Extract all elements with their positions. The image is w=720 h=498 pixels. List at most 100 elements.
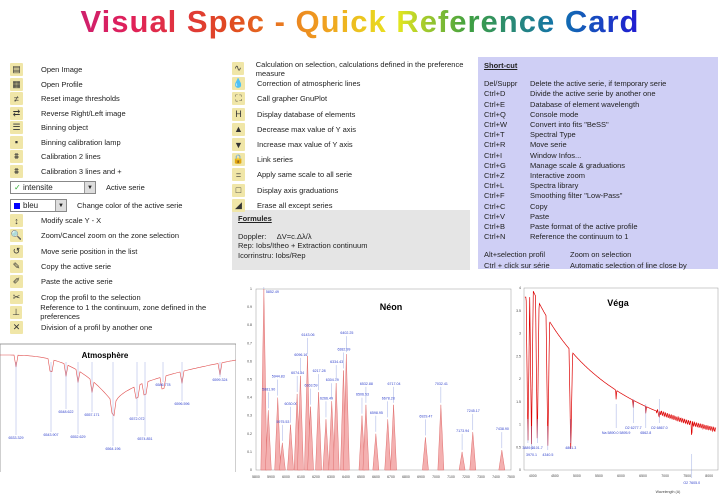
active-serie-select[interactable]: ✓ intensite ▼ bbox=[10, 181, 96, 194]
spectral-peak bbox=[390, 404, 397, 471]
plot-frame bbox=[523, 287, 719, 471]
x-tick-label: 7300 bbox=[477, 475, 485, 479]
tool-item[interactable]: ≠ Reset image thresholds bbox=[10, 91, 235, 106]
shortcut-row: Ctrl+Z Interactive zoom bbox=[484, 171, 712, 181]
same-scale-icon[interactable]: = bbox=[232, 168, 245, 182]
tool-item[interactable]: ▼ Increase max value of Y axis bbox=[232, 137, 472, 152]
tool-label: Apply same scale to all serie bbox=[257, 170, 353, 180]
line-label: 3970.1 bbox=[526, 453, 537, 457]
serie-color-select[interactable]: bleu ▼ bbox=[10, 199, 67, 212]
open-profile-icon[interactable]: ▦ bbox=[10, 77, 23, 91]
tool-item[interactable]: ◢ Erase all except series bbox=[232, 198, 472, 213]
binning-object-icon[interactable]: ☰ bbox=[10, 121, 23, 134]
tool-label: Binning calibration lamp bbox=[41, 137, 121, 147]
peak-label: 6074.34 bbox=[291, 371, 304, 375]
tool-item[interactable]: = Apply same scale to all serie bbox=[232, 167, 472, 182]
calibration-2-icon[interactable]: ⩩ bbox=[10, 150, 23, 163]
shortcut-desc: Automatic selection of line close by bbox=[570, 260, 687, 270]
decrease-y-icon[interactable]: ▲ bbox=[232, 122, 245, 136]
shortcut-key: Ctrl+G bbox=[484, 160, 506, 170]
tool-item[interactable]: ▦ Open Profile bbox=[10, 77, 235, 92]
tool-item[interactable]: ↕ Modify scale Y - X bbox=[10, 213, 235, 228]
shortcut-desc: Console mode bbox=[530, 109, 579, 119]
tool-item[interactable]: ⩩ Calibration 3 lines and + bbox=[10, 164, 235, 179]
tool-item[interactable]: ↺ Move serie position in the list bbox=[10, 244, 235, 259]
tool-item[interactable]: ✂ Crop the profil to the selection bbox=[10, 290, 235, 305]
page-title: Visual Spec - Quick Reference Card bbox=[0, 4, 720, 40]
atmosphere-chart: 6533.329 6543.907 6548.622 6552.629 6557.171… bbox=[0, 343, 236, 472]
scale-icon[interactable]: ↕ bbox=[10, 214, 23, 227]
tool-label: Display axis graduations bbox=[257, 185, 339, 195]
tool-item[interactable]: ☰ Binning object bbox=[10, 120, 235, 135]
continuum-icon[interactable]: ⊥ bbox=[10, 305, 23, 319]
spectral-peak bbox=[469, 431, 477, 471]
increase-y-icon[interactable]: ▼ bbox=[232, 138, 245, 151]
link-icon[interactable]: 🔒 bbox=[232, 153, 245, 167]
tool-item[interactable]: ⇄ Reverse Right/Left image bbox=[10, 106, 235, 121]
gnuplot-icon[interactable]: ⛶ bbox=[232, 92, 245, 106]
paste-serie-icon[interactable]: ✐ bbox=[10, 275, 23, 289]
x-tick-label: 7400 bbox=[492, 475, 500, 479]
active-serie-row: ✓ intensite ▼ Active serie bbox=[10, 180, 145, 195]
x-tick-label: 7100 bbox=[447, 475, 455, 479]
divide-icon[interactable]: ✕ bbox=[10, 321, 23, 335]
shortcut-row: Ctrl+N Reference the continuum to 1 bbox=[484, 232, 712, 242]
shortcut-key: Ctrl+V bbox=[484, 211, 506, 221]
x-tick-label: 6600 bbox=[372, 475, 380, 479]
tool-label: Crop the profil to the selection bbox=[41, 292, 141, 302]
tool-item[interactable]: ▲ Decrease max value of Y axis bbox=[232, 122, 472, 137]
database-icon[interactable]: H bbox=[232, 107, 245, 121]
serie-color-row: bleu ▼ Change color of the active serie bbox=[10, 198, 182, 213]
line-label: 6586.778 bbox=[156, 383, 171, 387]
x-tick-label: 8000 bbox=[705, 474, 713, 478]
shortcut-desc: Interactive zoom bbox=[530, 171, 586, 181]
tool-item[interactable]: H Display database of elements bbox=[232, 107, 472, 122]
peak-label: 6402.25 bbox=[340, 331, 353, 335]
x-axis-label: Wavelength (A) bbox=[656, 490, 681, 494]
tool-label: Correction of atmospheric lines bbox=[257, 79, 361, 89]
tool-item[interactable]: ⩩ Calibration 2 lines bbox=[10, 149, 235, 164]
peak-label: 6030.00 bbox=[285, 402, 298, 406]
zoom-icon[interactable]: 🔍 bbox=[10, 229, 23, 243]
calibration-3-icon[interactable]: ⩩ bbox=[10, 164, 23, 178]
shortcut-row: Ctrl+L Spectra library bbox=[484, 181, 712, 191]
y-tick-label: 0.9 bbox=[247, 305, 252, 309]
y-tick-label: 3 bbox=[519, 332, 521, 336]
tool-item[interactable]: ✐ Paste the active serie bbox=[10, 274, 235, 289]
reset-thresholds-icon[interactable]: ≠ bbox=[10, 92, 23, 105]
tool-label: Calibration 2 lines bbox=[41, 152, 101, 161]
tool-item[interactable]: □ Display axis graduations bbox=[232, 183, 472, 198]
y-tick-label: 1 bbox=[250, 287, 252, 291]
tool-item[interactable]: 🔍 Zoom/Cancel zoom on the zone selection bbox=[10, 228, 235, 243]
tool-item[interactable]: 💧 Correction of atmospheric lines bbox=[232, 76, 472, 91]
spectral-peak bbox=[307, 406, 314, 471]
atmospheric-icon[interactable]: 💧 bbox=[232, 77, 245, 91]
crop-icon[interactable]: ✂ bbox=[10, 290, 23, 304]
tool-item[interactable]: ⊥ Reference to 1 the continuum, zone defi… bbox=[10, 303, 235, 321]
tool-item[interactable]: ∿ Calculation on selection, calculations … bbox=[232, 60, 472, 78]
tool-item[interactable]: 🔒 Link series bbox=[232, 152, 472, 167]
reverse-image-icon[interactable]: ⇄ bbox=[10, 106, 23, 120]
tool-item[interactable]: ▪ Binning calibration lamp bbox=[10, 135, 235, 150]
graduations-icon[interactable]: □ bbox=[232, 183, 245, 197]
shortcut-key: Ctrl+F bbox=[484, 191, 505, 201]
peak-label: 6163.59 bbox=[305, 384, 318, 388]
binning-lamp-icon[interactable]: ▪ bbox=[10, 135, 23, 149]
shortcut-desc: Zoom on selection bbox=[570, 250, 632, 260]
tool-label: Move serie position in the list bbox=[41, 246, 138, 256]
shortcut-key: Ctrl+D bbox=[484, 89, 506, 99]
erase-icon[interactable]: ◢ bbox=[232, 198, 245, 212]
doppler-formula: ΔV=c.Δλ/λ bbox=[276, 231, 312, 241]
tool-label: Copy the active serie bbox=[41, 261, 112, 271]
move-serie-icon[interactable]: ↺ bbox=[10, 244, 23, 258]
shortcut-row: Ctrl+Q Console mode bbox=[484, 110, 712, 120]
tool-item[interactable]: ✎ Copy the active serie bbox=[10, 259, 235, 274]
x-tick-label: 6000 bbox=[282, 475, 290, 479]
tool-item[interactable]: ⛶ Call grapher GnuPlot bbox=[232, 91, 472, 106]
calculation-icon[interactable]: ∿ bbox=[232, 62, 244, 75]
tool-item[interactable]: ▤ Open Image bbox=[10, 62, 235, 77]
copy-serie-icon[interactable]: ✎ bbox=[10, 259, 23, 273]
open-image-icon[interactable]: ▤ bbox=[10, 63, 23, 76]
x-tick-label: 6100 bbox=[297, 475, 305, 479]
tool-item[interactable]: ✕ Division of a profil by another one bbox=[10, 320, 235, 335]
